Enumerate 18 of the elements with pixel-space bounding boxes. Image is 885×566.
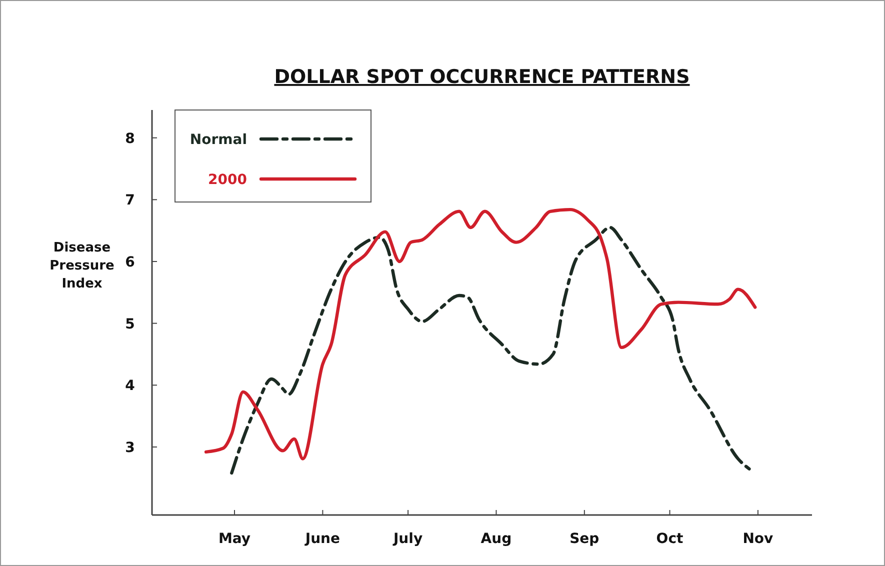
chart-title: DOLLAR SPOT OCCURRENCE PATTERNS	[274, 66, 690, 88]
line-series	[204, 208, 757, 460]
y-axis-title: Disease Pressure Index	[50, 240, 115, 292]
y-tick-label: 8	[125, 130, 135, 147]
x-tick-label: June	[304, 531, 340, 547]
y-tick-label: 3	[125, 440, 135, 456]
x-tick-label: Aug	[480, 531, 512, 547]
y-tick-label: 4	[125, 378, 136, 394]
x-tick-label: July	[392, 531, 423, 547]
y-tick-label: 6	[125, 254, 135, 270]
legend: Normal 2000	[174, 110, 372, 202]
line-series	[230, 226, 754, 475]
y-tick-label: 7	[125, 192, 135, 209]
x-tick-label: Sep	[570, 531, 600, 547]
x-tick-label: Oct	[656, 531, 684, 547]
y-tick-label: 5	[125, 316, 135, 332]
x-tick-label: Nov	[742, 531, 774, 547]
x-tick-label: May	[218, 531, 251, 547]
